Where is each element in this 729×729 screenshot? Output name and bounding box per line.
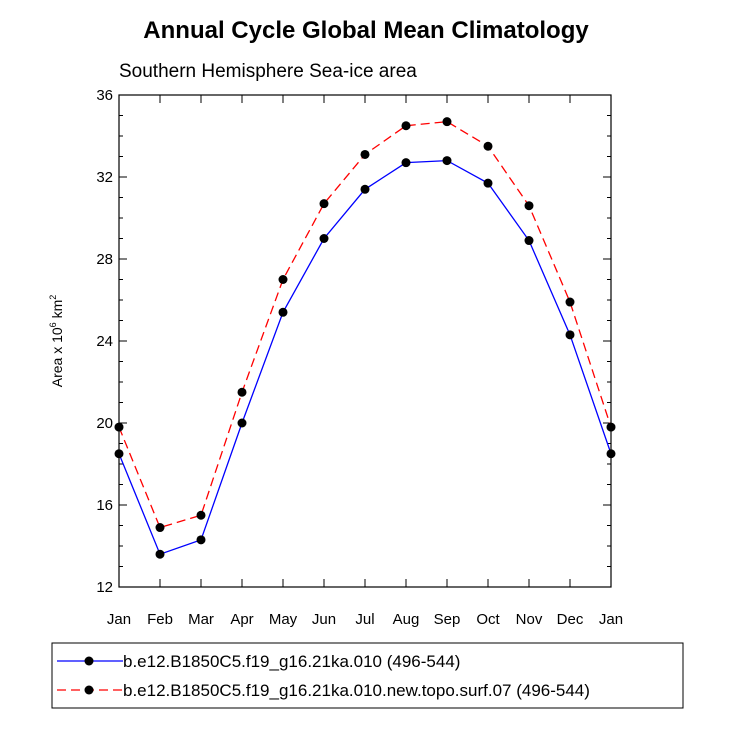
data-point — [155, 549, 165, 559]
legend-marker-series-2 — [84, 685, 94, 695]
data-point — [565, 330, 575, 340]
y-tick-label: 32 — [96, 169, 113, 186]
legend-label-series-2: b.e12.B1850C5.f19_g16.21ka.010.new.topo.… — [123, 681, 590, 700]
legend-marker-series-1 — [84, 656, 94, 666]
x-tick-label: Aug — [393, 611, 420, 628]
y-tick-label: 36 — [96, 87, 113, 104]
series-2 — [114, 117, 616, 533]
data-point — [565, 297, 575, 307]
chart-title: Annual Cycle Global Mean Climatology — [143, 17, 589, 44]
x-tick-label: Nov — [516, 611, 543, 628]
data-point — [319, 199, 329, 209]
data-point — [524, 236, 534, 246]
data-point — [442, 117, 452, 127]
data-point — [319, 234, 329, 243]
data-point — [483, 141, 493, 151]
x-tick-label: Jul — [355, 611, 374, 628]
y-axis-label-unit: km — [49, 300, 65, 323]
chart-subtitle: Southern Hemisphere Sea-ice area — [119, 61, 417, 82]
data-point — [483, 178, 493, 188]
x-tick-label: Dec — [557, 611, 584, 628]
plot-frame — [118, 94, 612, 588]
x-tick-label: Sep — [434, 611, 461, 628]
y-axis-label: Area x 106 km2 — [48, 295, 65, 388]
x-tick-label: Jan — [599, 611, 623, 628]
x-tick-label: Oct — [476, 611, 500, 628]
data-point — [196, 535, 206, 545]
data-point — [442, 156, 452, 166]
y-tick-label: 28 — [96, 251, 113, 268]
axes-ticks: 12 16 20 24 28 32 36 Jan Feb Mar Apr May Jun Jul Aug Se… — [96, 87, 623, 628]
x-tick-label: Jun — [312, 611, 336, 628]
data-point — [237, 418, 247, 428]
series-line-1 — [118, 159, 612, 556]
data-point — [237, 387, 247, 397]
data-point — [360, 184, 370, 194]
y-tick-label: 24 — [96, 333, 113, 350]
data-point — [155, 523, 165, 533]
data-point — [278, 275, 288, 284]
x-tick-label: Jan — [107, 611, 131, 628]
x-tick-label: Feb — [147, 611, 173, 628]
data-point — [278, 307, 288, 317]
x-tick-label: May — [269, 611, 298, 628]
y-tick-label: 12 — [96, 579, 113, 596]
series-1 — [114, 156, 616, 559]
data-point — [360, 149, 370, 159]
legend-box — [51, 642, 684, 709]
y-tick-label: 16 — [96, 497, 113, 514]
legend: b.e12.B1850C5.f19_g16.21ka.010 (496-544)… — [51, 642, 684, 709]
data-point — [524, 201, 534, 211]
x-tick-label: Apr — [230, 611, 253, 628]
y-axis-label-exp: 6 — [48, 322, 58, 327]
series-line-2 — [118, 120, 612, 529]
data-point — [401, 158, 411, 168]
data-point — [196, 510, 206, 520]
series-layer — [114, 117, 616, 559]
y-tick-label: 20 — [96, 415, 113, 432]
y-axis-label-unit-exp: 2 — [48, 295, 58, 300]
y-axis-label-prefix: Area x 10 — [49, 327, 65, 387]
data-point — [401, 121, 411, 131]
x-tick-label: Mar — [188, 611, 214, 628]
legend-label-series-1: b.e12.B1850C5.f19_g16.21ka.010 (496-544) — [123, 652, 460, 671]
